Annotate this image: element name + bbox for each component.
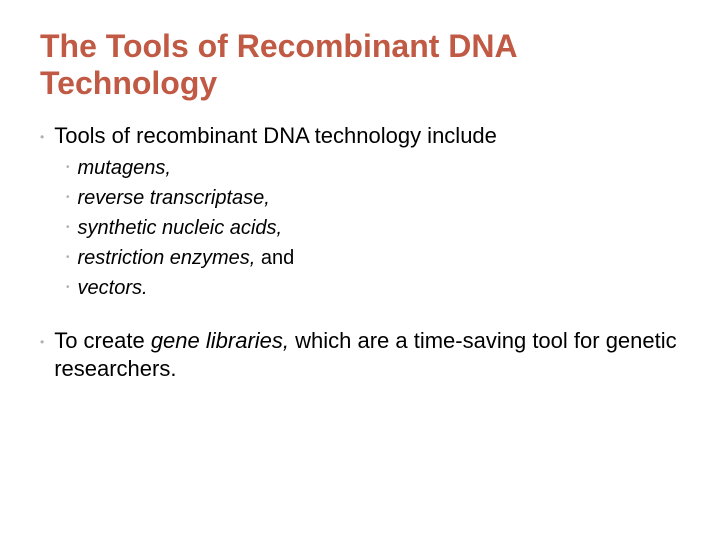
bullet-text: reverse transcriptase, <box>78 185 680 211</box>
bullet-text: vectors. <box>78 275 680 301</box>
bullet-dot-icon: • <box>66 253 70 263</box>
bullet-level1: • To create gene libraries, which are a … <box>40 327 680 382</box>
bullet-text: restriction enzymes, and <box>78 245 680 271</box>
pre-text: To create <box>54 328 151 353</box>
italic-text: gene libraries, <box>151 328 289 353</box>
bullet-text: Tools of recombinant DNA technology incl… <box>54 122 680 150</box>
italic-text: synthetic nucleic acids, <box>78 217 283 239</box>
italic-text: reverse transcriptase, <box>78 187 270 209</box>
bullet-level2: • vectors. <box>66 275 680 301</box>
bullet-level2: • synthetic nucleic acids, <box>66 215 680 241</box>
italic-text: mutagens, <box>78 157 171 179</box>
italic-text: vectors. <box>78 277 148 299</box>
tail-text: and <box>255 247 294 269</box>
bullet-text: To create gene libraries, which are a ti… <box>54 327 680 382</box>
bullet-level1: • Tools of recombinant DNA technology in… <box>40 122 680 150</box>
slide-title: The Tools of Recombinant DNA Technology <box>40 28 680 102</box>
bullet-dot-icon: • <box>66 283 70 293</box>
italic-text: restriction enzymes, <box>78 247 256 269</box>
bullet-dot-icon: • <box>66 193 70 203</box>
bullet-level2: • mutagens, <box>66 155 680 181</box>
bullet-text: mutagens, <box>78 155 680 181</box>
bullet-level2: • restriction enzymes, and <box>66 245 680 271</box>
slide: The Tools of Recombinant DNA Technology … <box>0 0 720 540</box>
bullet-text: synthetic nucleic acids, <box>78 215 680 241</box>
bullet-level2: • reverse transcriptase, <box>66 185 680 211</box>
spacer <box>40 305 680 327</box>
bullet-dot-icon: • <box>40 131 44 143</box>
bullet-dot-icon: • <box>40 336 44 348</box>
bullet-dot-icon: • <box>66 163 70 173</box>
bullet-dot-icon: • <box>66 223 70 233</box>
